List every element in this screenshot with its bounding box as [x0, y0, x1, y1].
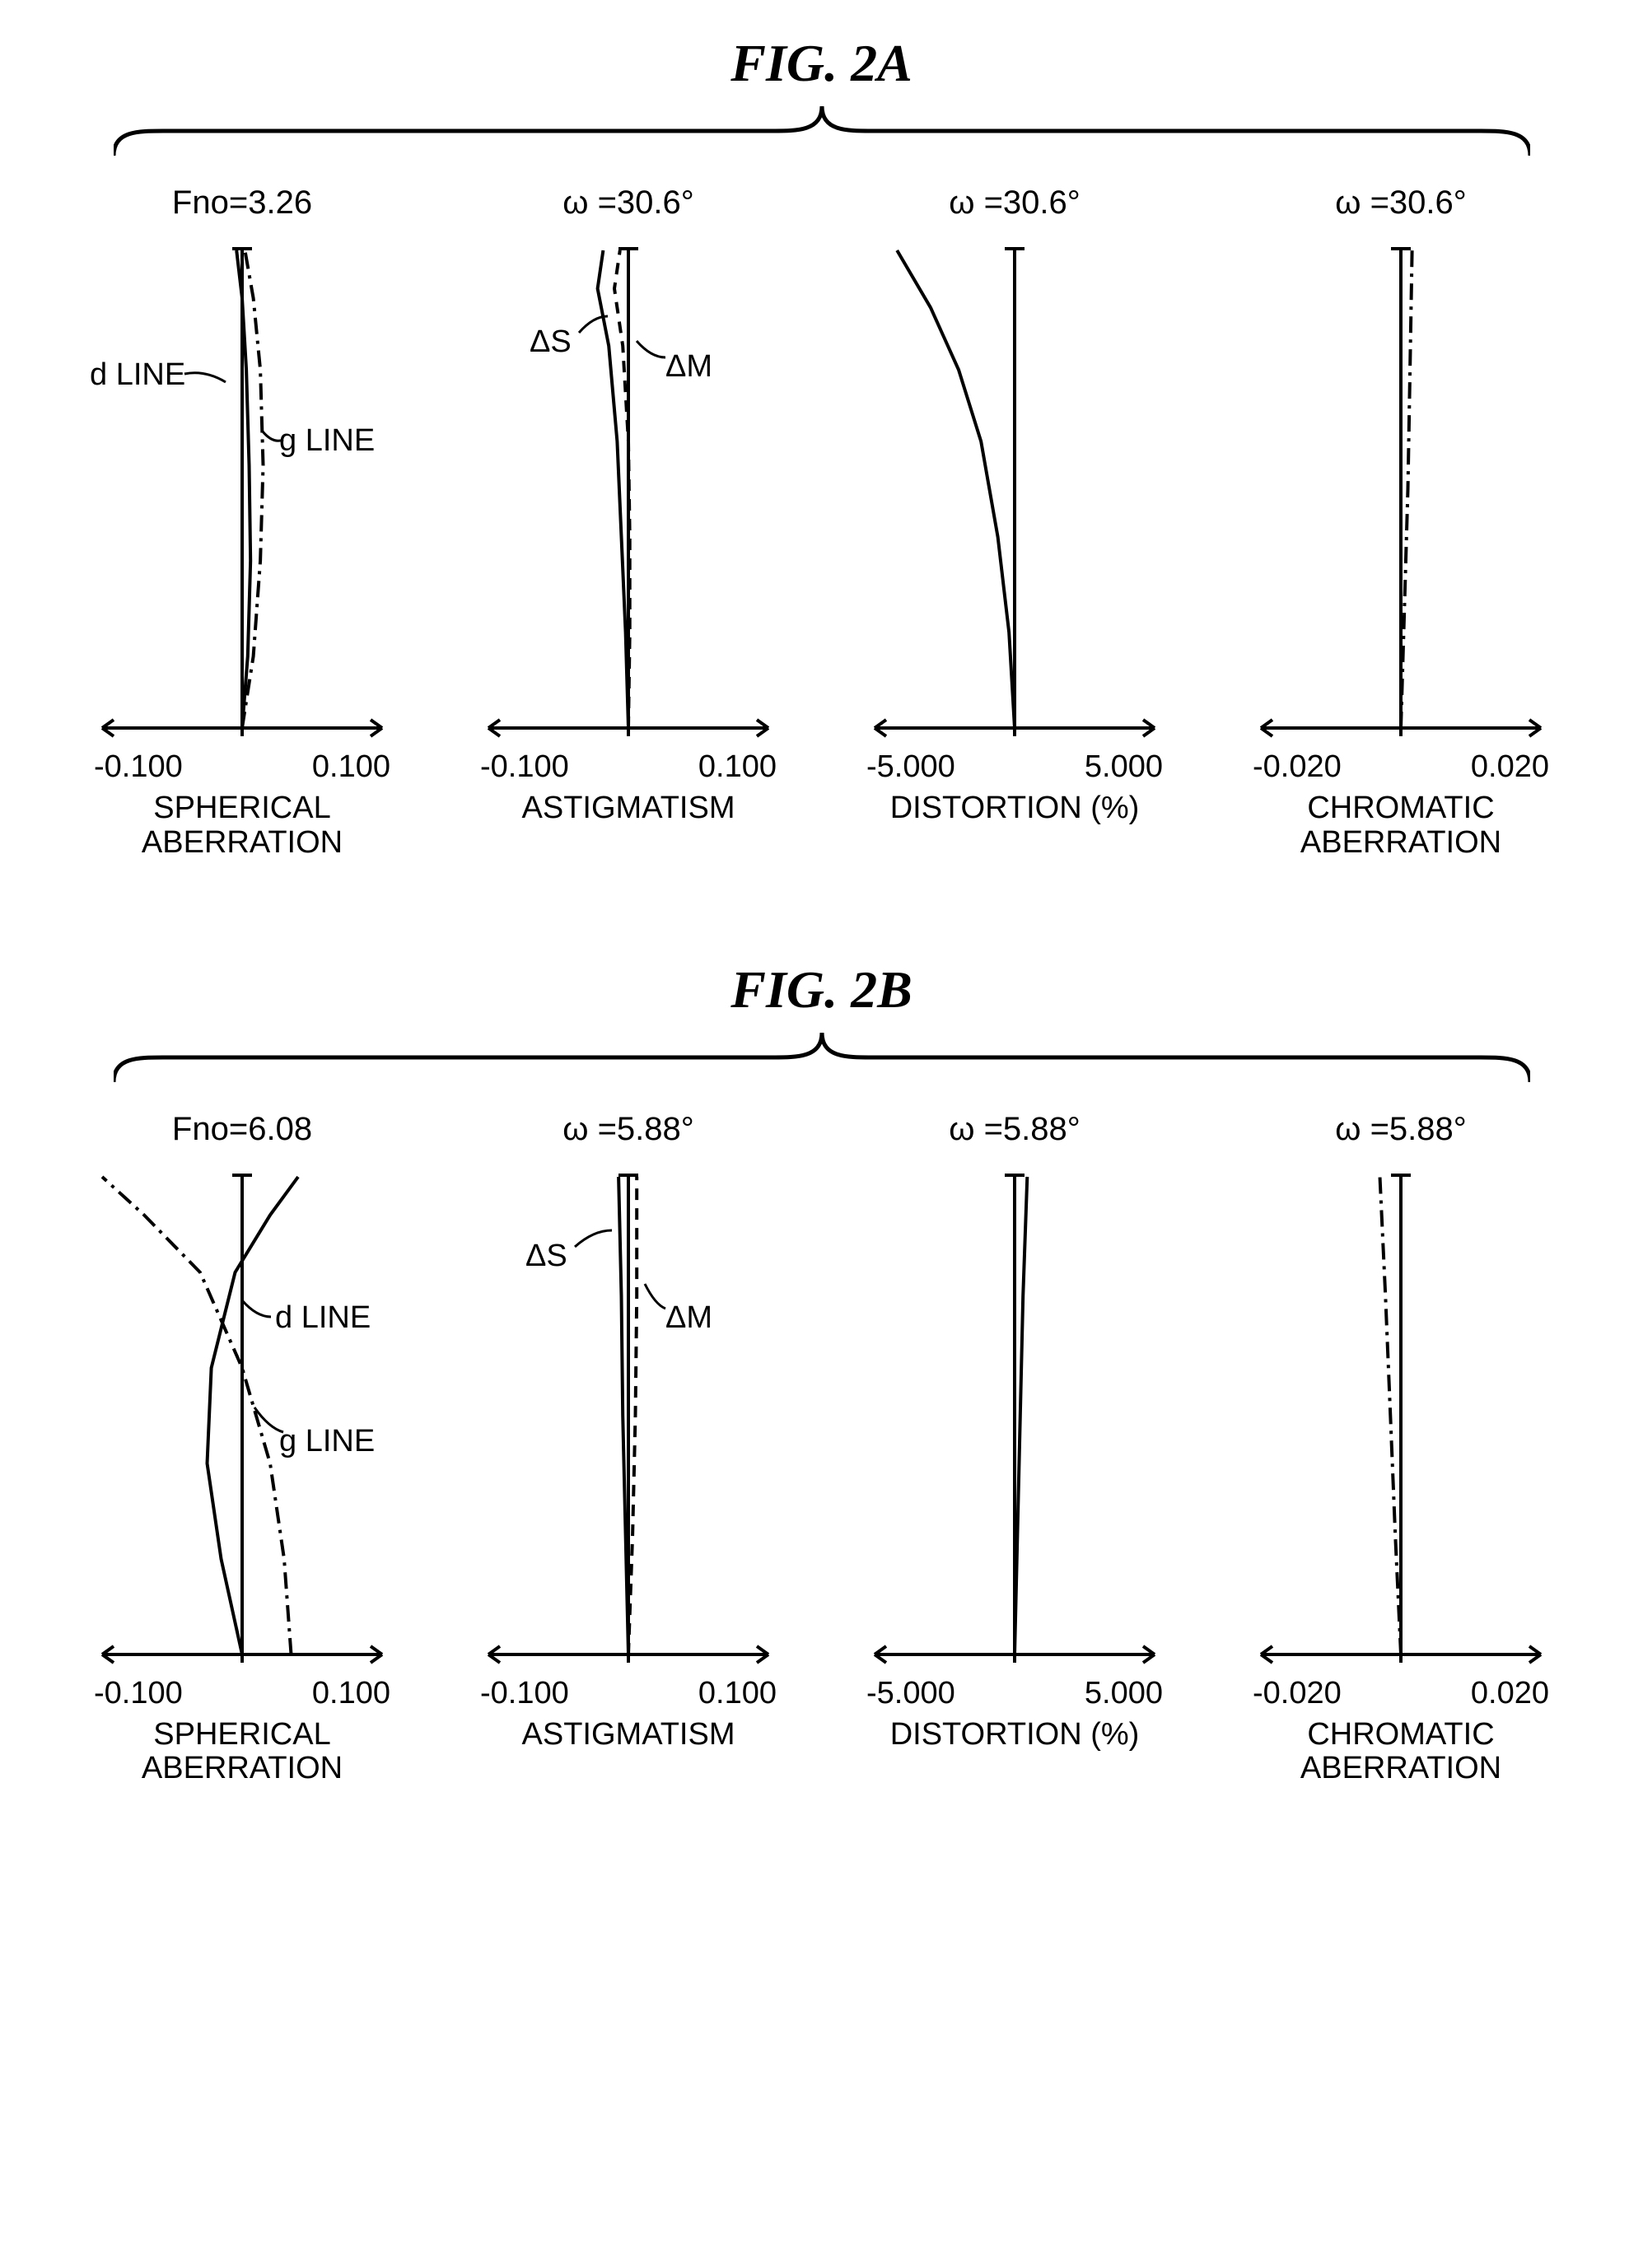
chart-header: Fno=6.08 [172, 1111, 312, 1152]
x-label: SPHERICAL ABERRATION [142, 791, 343, 861]
chart-plot [866, 234, 1163, 744]
chart-header: ω =30.6° [562, 184, 694, 226]
chart-cell: ω =5.88° -0.020 0.020 CHROMATIC ABERRATION [1224, 1111, 1578, 1787]
xtick-max: 0.020 [1471, 749, 1549, 785]
xtick-min: -0.100 [480, 749, 569, 785]
curve-label: g LINE [279, 1424, 375, 1459]
series-chrom [1380, 1177, 1402, 1654]
charts-row: Fno=6.08 d LINE g LINE -0.100 0.100 SPHERICAL… [33, 1111, 1610, 1787]
series-chrom [1401, 250, 1412, 728]
xtick-max: 5.000 [1085, 1676, 1163, 1711]
plot-area: d LINE g LINE [94, 1160, 390, 1671]
x-ticks: -5.000 5.000 [866, 749, 1163, 785]
figure-1: FIG. 2B Fno=6.08 d LINE g LINE -0.100 0.100 SP… [33, 959, 1610, 1787]
curve-label: ΔM [665, 1300, 712, 1336]
chart-header: ω =5.88° [562, 1111, 694, 1152]
x-label: DISTORTION (%) [890, 1718, 1140, 1752]
chart-header: ω =5.88° [1335, 1111, 1467, 1152]
chart-cell: Fno=3.26d LINEg LINE-0.1000.100SPHERICAL… [65, 184, 419, 861]
series-δs [598, 250, 628, 728]
x-label: ASTIGMATISM [522, 791, 735, 826]
xtick-min: -0.100 [94, 749, 183, 785]
chart-header: Fno=3.26 [172, 184, 312, 226]
x-ticks: -0.020 0.020 [1253, 749, 1549, 785]
xtick-min: -0.020 [1253, 749, 1342, 785]
x-label: CHROMATIC ABERRATION [1300, 791, 1501, 861]
xtick-max: 5.000 [1085, 749, 1163, 785]
figure-title: FIG. 2A [33, 33, 1610, 94]
curve-label: d LINE [90, 357, 185, 393]
x-ticks: -0.020 0.020 [1253, 1676, 1549, 1711]
plot-area [1253, 234, 1549, 744]
chart-cell: Fno=6.08 d LINE g LINE -0.100 0.100 SPHERICAL… [65, 1111, 419, 1787]
figure-title: FIG. 2B [33, 959, 1610, 1020]
x-ticks: -0.100 0.100 [94, 1676, 390, 1711]
chart-header: ω =5.88° [949, 1111, 1081, 1152]
figure-0: FIG. 2AFno=3.26d LINEg LINE-0.1000.100SP… [33, 33, 1610, 861]
plot-area: ΔS ΔM [480, 1160, 777, 1671]
series-dist [1015, 1177, 1027, 1654]
plot-area: d LINEg LINE [94, 234, 390, 744]
series-g-line [102, 1177, 292, 1654]
plot-area [866, 234, 1163, 744]
xtick-min: -0.100 [480, 1676, 569, 1711]
chart-header: ω =30.6° [1335, 184, 1467, 226]
plot-area [866, 1160, 1163, 1671]
chart-plot [480, 1160, 777, 1671]
series-dist [897, 250, 1015, 728]
chart-plot [94, 1160, 390, 1671]
xtick-max: 0.100 [698, 749, 777, 785]
xtick-max: 0.100 [698, 1676, 777, 1711]
chart-header: ω =30.6° [949, 184, 1081, 226]
chart-plot [480, 234, 777, 744]
brace-row [33, 102, 1610, 160]
chart-cell: ω =5.88° -5.000 5.000 DISTORTION (%) [838, 1111, 1192, 1787]
chart-plot [94, 234, 390, 744]
chart-plot [866, 1160, 1163, 1671]
xtick-max: 0.020 [1471, 1676, 1549, 1711]
chart-cell: ω =30.6° ΔS ΔM -0.100 0.100 ASTIGMATISM [451, 184, 805, 861]
xtick-max: 0.100 [312, 1676, 390, 1711]
chart-cell: ω =30.6° -5.000 5.000 DISTORTION (%) [838, 184, 1192, 861]
curve-label: ΔS [525, 1239, 567, 1274]
xtick-min: -0.020 [1253, 1676, 1342, 1711]
x-ticks: -0.100 0.100 [480, 749, 777, 785]
x-ticks: -5.000 5.000 [866, 1676, 1163, 1711]
x-label: DISTORTION (%) [890, 791, 1140, 826]
plot-area [1253, 1160, 1549, 1671]
xtick-min: -5.000 [866, 1676, 955, 1711]
curve-label: ΔM [665, 349, 712, 385]
brace-icon [114, 102, 1530, 160]
brace-icon [114, 1029, 1530, 1086]
curve-label: ΔS [530, 324, 572, 360]
x-ticks: -0.100 0.100 [480, 1676, 777, 1711]
chart-plot [1253, 1160, 1549, 1671]
chart-cell: ω =5.88° ΔS ΔM -0.100 0.100 ASTIGMATISM [451, 1111, 805, 1787]
xtick-min: -5.000 [866, 749, 955, 785]
x-label: CHROMATIC ABERRATION [1300, 1718, 1501, 1787]
curve-label: g LINE [279, 423, 375, 459]
charts-row: Fno=3.26d LINEg LINE-0.1000.100SPHERICAL… [33, 184, 1610, 861]
chart-plot [1253, 234, 1549, 744]
x-label: SPHERICAL ABERRATION [142, 1718, 343, 1787]
series-g-line [242, 250, 264, 728]
xtick-max: 0.100 [312, 749, 390, 785]
curve-label: d LINE [275, 1300, 371, 1336]
xtick-min: -0.100 [94, 1676, 183, 1711]
brace-row [33, 1029, 1610, 1086]
plot-area: ΔS ΔM [480, 234, 777, 744]
x-label: ASTIGMATISM [522, 1718, 735, 1752]
x-ticks: -0.100 0.100 [94, 749, 390, 785]
chart-cell: ω =30.6° -0.020 0.020 CHROMATIC ABERRATION [1224, 184, 1578, 861]
